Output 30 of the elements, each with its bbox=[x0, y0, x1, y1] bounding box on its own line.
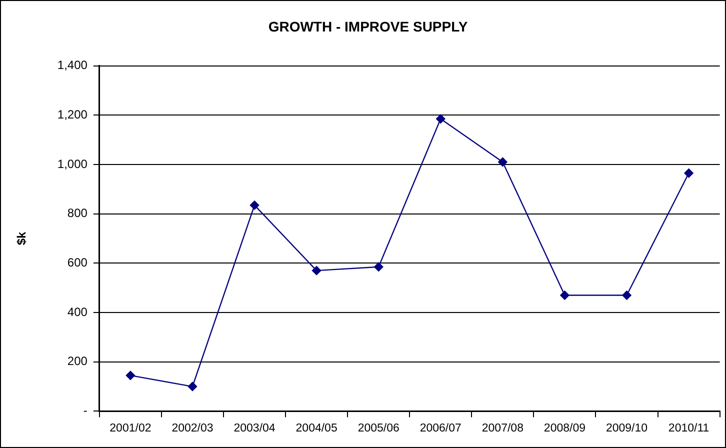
y-tick-label: 1,000 bbox=[57, 156, 88, 171]
y-tick-label: - bbox=[83, 404, 88, 418]
x-tick-label: 2004/05 bbox=[296, 422, 338, 434]
x-tick-label: 2003/04 bbox=[234, 422, 276, 434]
y-tick-label: 200 bbox=[67, 354, 88, 368]
point bbox=[684, 168, 694, 178]
point bbox=[622, 290, 632, 300]
y-tick-label: 1,400 bbox=[57, 58, 88, 72]
point bbox=[188, 382, 198, 392]
x-tick-label: 2010/11 bbox=[668, 422, 710, 434]
y-tick-label: 800 bbox=[67, 206, 88, 220]
y-tick-label: 1,200 bbox=[57, 107, 88, 122]
x-tick-label: 2006/07 bbox=[420, 422, 462, 434]
x-tick-label: 2005/06 bbox=[358, 422, 400, 434]
point bbox=[312, 266, 322, 276]
x-tick-label: 2007/08 bbox=[482, 422, 524, 434]
x-tick-label: 2001/02 bbox=[110, 422, 152, 434]
point bbox=[126, 370, 136, 380]
point bbox=[436, 114, 446, 124]
x-tick-label: 2009/10 bbox=[606, 422, 648, 434]
point bbox=[560, 290, 570, 300]
chart-title: GROWTH - IMPROVE SUPPLY bbox=[268, 18, 468, 34]
point bbox=[250, 200, 260, 210]
y-tick-label: 600 bbox=[67, 255, 88, 270]
point bbox=[498, 157, 508, 167]
y-axis-title: $k bbox=[14, 232, 29, 246]
x-tick-label: 2002/03 bbox=[172, 422, 214, 434]
x-tick-label: 2008/09 bbox=[544, 422, 586, 434]
y-tick-label: 400 bbox=[67, 304, 88, 319]
point bbox=[374, 262, 384, 272]
